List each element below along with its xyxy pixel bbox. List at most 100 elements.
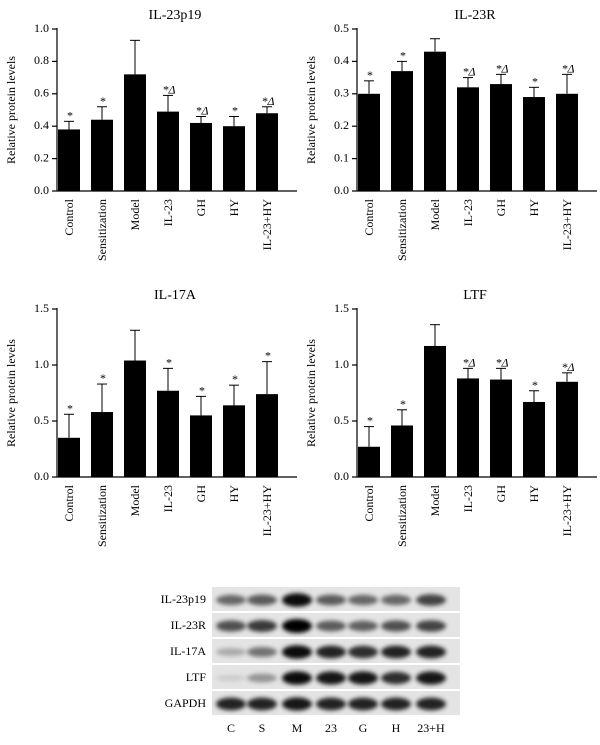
blot-band xyxy=(282,593,312,607)
x-tick-label: Model xyxy=(128,484,142,516)
x-tick-label: HY xyxy=(227,199,241,217)
chart-title: IL-23p19 xyxy=(149,8,202,23)
significance-marker: *Δ xyxy=(561,360,574,374)
blot-band xyxy=(282,671,312,685)
x-tick-label: GH xyxy=(494,485,508,503)
bar xyxy=(358,93,380,191)
x-tick-label: IL-23 xyxy=(161,485,175,512)
significance-marker: *Δ xyxy=(561,61,574,75)
bar xyxy=(256,394,278,477)
blot-lane-label: 23+H xyxy=(417,721,445,735)
x-tick-label: IL-23+HY xyxy=(560,485,574,537)
bar xyxy=(190,415,212,477)
significance-marker: * xyxy=(232,372,238,386)
x-tick-label: Control xyxy=(362,484,376,521)
significance-marker: *Δ xyxy=(462,355,475,369)
bar xyxy=(391,71,413,191)
bar xyxy=(523,97,545,191)
y-tick-label: 0.1 xyxy=(334,150,349,164)
y-tick-label: 0.0 xyxy=(334,469,349,483)
significance-marker: * xyxy=(67,108,73,122)
bar xyxy=(424,345,446,477)
significance-marker: * xyxy=(265,349,271,363)
x-tick-label: IL-23 xyxy=(461,199,475,226)
blot-row: GAPDH xyxy=(165,691,460,715)
significance-marker: * xyxy=(100,94,106,108)
significance-marker: * xyxy=(400,48,406,62)
bar xyxy=(490,84,512,191)
bar xyxy=(91,119,113,191)
x-tick-label: HY xyxy=(527,485,541,503)
y-axis-label: Relative protein levels xyxy=(304,339,318,447)
blot-band xyxy=(416,594,446,606)
x-tick-label: GH xyxy=(194,199,208,217)
blot-lane-label: S xyxy=(259,721,266,735)
blot-band xyxy=(316,594,346,606)
blot-band xyxy=(348,620,378,632)
y-tick-label: 0.6 xyxy=(34,86,49,100)
significance-marker: *Δ xyxy=(495,61,508,75)
blot-row: IL-23p19 xyxy=(161,587,460,611)
bar xyxy=(91,412,113,477)
blot-band xyxy=(247,697,277,711)
charts: IL-23p19 Relative protein levels 0.0 0.2 0.4… xyxy=(4,8,597,547)
bar xyxy=(157,390,179,477)
significance-marker: * xyxy=(532,378,538,392)
blot-band xyxy=(216,648,246,656)
x-tick-label: Control xyxy=(62,484,76,521)
bar xyxy=(124,74,146,191)
blot-row-label: IL-23R xyxy=(171,618,206,632)
chart-title: IL-23R xyxy=(454,8,496,23)
x-tick-label: Sensitization xyxy=(95,199,109,261)
x-tick-label: Model xyxy=(428,484,442,516)
significance-marker: * xyxy=(367,68,373,82)
blot-row-label: IL-23p19 xyxy=(161,592,206,606)
x-tick-label: Sensitization xyxy=(395,199,409,261)
blot-band xyxy=(416,671,446,685)
blot-band xyxy=(316,697,346,711)
chart-panel-4: LTF Relative protein levels 0.0 0.5 1.0 1.5 * C… xyxy=(304,288,597,547)
blot-band xyxy=(381,697,411,711)
significance-marker: *Δ xyxy=(195,103,208,117)
y-tick-label: 0.0 xyxy=(34,469,49,483)
blot-band xyxy=(247,673,277,683)
significance-marker: * xyxy=(100,371,106,385)
blot-band xyxy=(282,697,312,711)
blot-band xyxy=(247,620,277,632)
bar xyxy=(523,401,545,477)
bar xyxy=(58,437,80,477)
significance-marker: * xyxy=(67,401,73,415)
significance-marker: *Δ xyxy=(462,65,475,79)
blot-band xyxy=(247,647,277,657)
blot-lane-label: G xyxy=(359,721,368,735)
bar xyxy=(223,405,245,477)
x-tick-label: Model xyxy=(428,198,442,230)
x-tick-label: IL-23 xyxy=(461,485,475,512)
y-tick-label: 1.0 xyxy=(34,21,49,35)
blot-band xyxy=(348,697,378,711)
y-tick-label: 1.5 xyxy=(334,301,349,315)
blot-band xyxy=(416,697,446,711)
y-tick-label: 0.2 xyxy=(34,150,49,164)
y-tick-label: 0.5 xyxy=(334,413,349,427)
bar xyxy=(124,360,146,477)
bar xyxy=(58,129,80,191)
y-tick-label: 1.0 xyxy=(334,357,349,371)
y-axis-label: Relative protein levels xyxy=(4,56,18,164)
bar xyxy=(556,381,578,477)
blot-band xyxy=(316,671,346,685)
blot-lane-label: M xyxy=(292,721,303,735)
blot-band xyxy=(216,674,246,682)
bar xyxy=(424,51,446,192)
y-tick-label: 0.0 xyxy=(334,183,349,197)
y-tick-label: 0.8 xyxy=(34,53,49,67)
blot-row: IL-23R xyxy=(171,613,460,637)
y-tick-label: 0.5 xyxy=(34,413,49,427)
x-tick-label: IL-23 xyxy=(161,199,175,226)
blot-row-label: LTF xyxy=(186,670,207,684)
significance-marker: * xyxy=(199,383,205,397)
y-tick-label: 0.2 xyxy=(334,118,349,132)
blot-band xyxy=(348,645,378,659)
bar xyxy=(391,425,413,477)
blot-lane-label: C xyxy=(227,721,235,735)
